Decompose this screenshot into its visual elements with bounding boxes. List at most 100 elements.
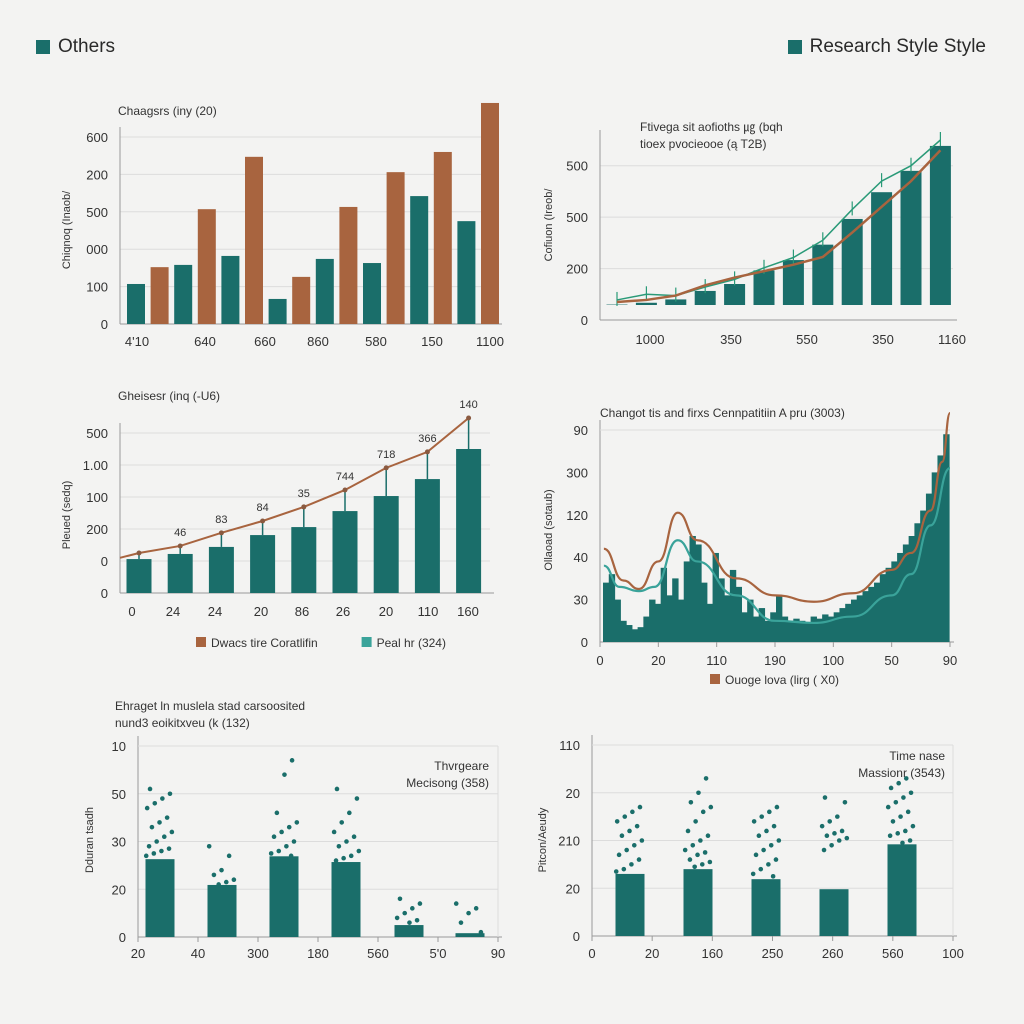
y-axis-label: Ollaoad (sotaub) xyxy=(543,489,555,570)
bar xyxy=(615,873,645,936)
x-tick-label: 50 xyxy=(884,653,898,668)
y-tick-label: 20 xyxy=(112,882,126,897)
data-point xyxy=(900,840,905,846)
data-point xyxy=(832,831,837,836)
data-point xyxy=(908,790,914,796)
data-point xyxy=(639,838,645,843)
data-point xyxy=(458,920,464,925)
bar xyxy=(332,511,358,593)
data-point xyxy=(822,795,828,800)
legend-item: Dwacs tire Coratlifin xyxy=(196,636,318,650)
histogram-bar xyxy=(902,544,910,642)
x-tick-label: 350 xyxy=(872,332,894,347)
data-point xyxy=(169,829,175,835)
bar-teal xyxy=(268,298,287,324)
bar-brown xyxy=(150,267,169,324)
data-point xyxy=(286,824,292,830)
x-tick-label: 260 xyxy=(822,946,844,961)
line-point xyxy=(424,449,430,455)
data-point xyxy=(768,842,774,848)
histogram-bar xyxy=(770,612,777,642)
data-point xyxy=(700,809,706,815)
x-tick-label: 1160 xyxy=(938,332,966,347)
x-tick-label: 40 xyxy=(191,946,205,961)
data-point xyxy=(414,917,420,923)
data-point xyxy=(705,833,711,839)
data-point xyxy=(836,838,842,843)
data-label: 46 xyxy=(174,527,186,539)
histogram-bar xyxy=(781,616,789,642)
data-point xyxy=(453,901,459,906)
data-point xyxy=(885,804,891,810)
x-tick-label: 160 xyxy=(701,946,723,961)
data-point xyxy=(223,879,229,885)
histogram-bar xyxy=(833,612,841,642)
data-point xyxy=(291,839,297,844)
legend-label: Peal hr (324) xyxy=(377,636,446,650)
data-point xyxy=(903,776,909,781)
chart-title: Gheisesr (inq (-U6) xyxy=(118,389,220,403)
data-point xyxy=(284,843,289,849)
x-tick-label: 860 xyxy=(307,334,329,349)
bar-teal xyxy=(315,258,334,324)
data-point xyxy=(402,910,408,916)
y-tick-label: 200 xyxy=(86,522,108,537)
data-point xyxy=(682,847,688,853)
data-point xyxy=(331,829,337,835)
trend-line-brown xyxy=(616,149,942,304)
data-point xyxy=(693,819,698,824)
histogram-bar xyxy=(677,599,685,642)
y-tick-label: 100 xyxy=(86,280,108,295)
legend-others: Others xyxy=(36,36,115,58)
y-tick-label: 200 xyxy=(566,262,588,277)
bar xyxy=(291,527,317,593)
histogram-bar xyxy=(885,567,892,642)
data-point xyxy=(276,848,282,854)
data-point xyxy=(619,833,625,839)
legend-item: Peal hr (324) xyxy=(361,636,446,650)
data-point xyxy=(629,862,634,867)
data-label: 83 xyxy=(215,514,227,526)
data-point xyxy=(888,785,894,791)
y-tick-label: 0 xyxy=(581,635,588,650)
data-point xyxy=(417,901,423,906)
bar xyxy=(819,889,849,936)
histogram-bar xyxy=(683,561,691,642)
bar-brown xyxy=(433,151,452,324)
y-axis-label: Pleued (sedq) xyxy=(61,481,73,550)
bar xyxy=(126,559,152,593)
bar xyxy=(841,218,863,305)
y-tick-label: 500 xyxy=(566,159,588,174)
x-tick-label: 20 xyxy=(131,946,145,961)
y-tick-label: 90 xyxy=(574,423,588,438)
data-label: 744 xyxy=(336,471,354,483)
bar xyxy=(929,145,951,305)
data-point xyxy=(159,848,164,854)
bar xyxy=(900,170,922,305)
data-point xyxy=(613,869,619,874)
data-point xyxy=(621,866,627,872)
bar xyxy=(145,859,175,937)
bar xyxy=(812,244,834,305)
bar-brown xyxy=(386,172,405,324)
histogram-bar xyxy=(764,620,771,642)
x-tick-label: 5'0 xyxy=(430,946,447,961)
x-tick-label: 20 xyxy=(651,653,665,668)
data-point xyxy=(821,847,827,853)
x-tick-label: 20 xyxy=(645,946,659,961)
bar-brown xyxy=(245,156,263,324)
header-right-title: Research Style Style xyxy=(809,36,986,57)
data-point xyxy=(397,896,403,902)
histogram-bar xyxy=(856,595,864,642)
y-tick-label: 200 xyxy=(86,167,108,182)
x-tick-label: 4'10 xyxy=(125,334,149,349)
y-tick-label: 20 xyxy=(566,786,580,801)
data-point xyxy=(289,758,295,763)
bar xyxy=(635,302,657,305)
bar xyxy=(782,260,804,305)
data-point xyxy=(627,828,632,834)
data-point xyxy=(624,847,629,853)
histogram-bar xyxy=(660,567,668,642)
y-axis-label: Cofiuon (Ireob/ xyxy=(543,188,555,262)
histogram-bar xyxy=(862,591,869,642)
